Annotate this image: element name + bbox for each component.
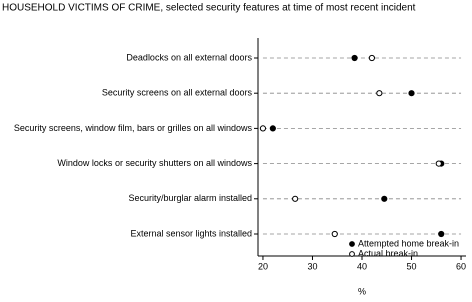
category-label: External sensor lights installed (130, 228, 252, 238)
legend-label: Actual break-in (358, 248, 418, 258)
x-tick-label: 50 (407, 261, 417, 271)
legend-marker (349, 241, 355, 247)
dot (438, 230, 445, 238)
category-label: Security screens, window film, bars or g… (14, 123, 253, 133)
category-label: Deadlocks on all external doors (126, 52, 252, 62)
x-tick-label: 30 (307, 261, 317, 271)
x-tick-label: 40 (357, 261, 367, 271)
dot (408, 90, 415, 97)
dot (381, 195, 388, 202)
category-label: Window locks or security shutters on all… (57, 158, 252, 168)
dot (259, 125, 267, 132)
legend-marker (349, 251, 355, 257)
x-tick-label: 20 (258, 261, 268, 271)
dot (269, 125, 276, 132)
dot (331, 230, 338, 238)
dot (351, 54, 358, 62)
dot (376, 90, 383, 97)
dot (435, 160, 442, 167)
x-tick-label: 60 (456, 261, 466, 271)
x-axis-label: % (358, 286, 366, 296)
dot (368, 54, 376, 62)
chart-title: HOUSEHOLD VICTIMS OF CRIME, selected sec… (2, 3, 416, 14)
category-label: Security screens on all external doors (102, 88, 253, 98)
dot (292, 195, 299, 202)
legend-label: Attempted home break-in (358, 238, 459, 248)
category-label: Security/burglar alarm installed (128, 193, 252, 203)
